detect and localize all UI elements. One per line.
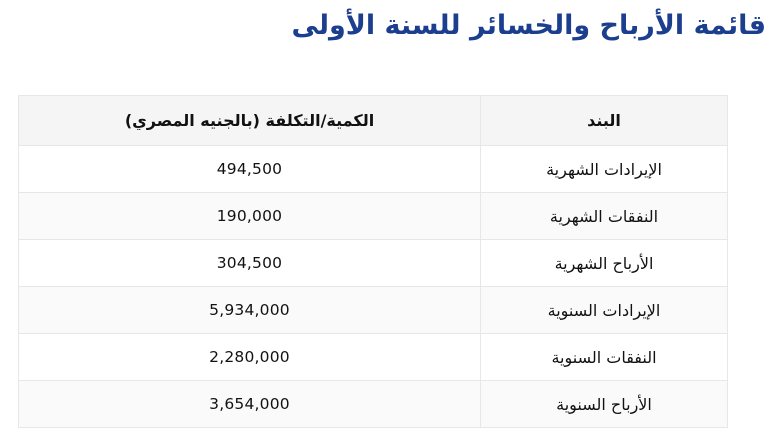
table-row: الإيرادات الشهرية 494,500: [18, 145, 728, 193]
column-header-value: الكمية/التكلفة (بالجنيه المصري): [18, 95, 481, 146]
table-row: الأرباح الشهرية 304,500: [18, 239, 728, 287]
item-cell: الأرباح الشهرية: [480, 239, 728, 287]
item-cell: النفقات الشهرية: [480, 192, 728, 240]
profit-loss-table: البند الكمية/التكلفة (بالجنيه المصري) ال…: [18, 95, 728, 428]
value-cell: 304,500: [18, 239, 481, 287]
value-cell: 190,000: [18, 192, 481, 240]
value-cell: 5,934,000: [18, 286, 481, 334]
item-cell: الأرباح السنوية: [480, 380, 728, 428]
table-header-row: البند الكمية/التكلفة (بالجنيه المصري): [18, 95, 728, 146]
value-cell: 3,654,000: [18, 380, 481, 428]
item-cell: الإيرادات الشهرية: [480, 145, 728, 193]
page-title: قائمة الأرباح والخسائر للسنة الأولى: [291, 10, 766, 41]
item-cell: النفقات السنوية: [480, 333, 728, 381]
value-cell: 2,280,000: [18, 333, 481, 381]
column-header-item: البند: [480, 95, 728, 146]
item-cell: الإيرادات السنوية: [480, 286, 728, 334]
table-row: النفقات الشهرية 190,000: [18, 192, 728, 240]
table-row: الأرباح السنوية 3,654,000: [18, 380, 728, 428]
table-row: الإيرادات السنوية 5,934,000: [18, 286, 728, 334]
value-cell: 494,500: [18, 145, 481, 193]
table-row: النفقات السنوية 2,280,000: [18, 333, 728, 381]
